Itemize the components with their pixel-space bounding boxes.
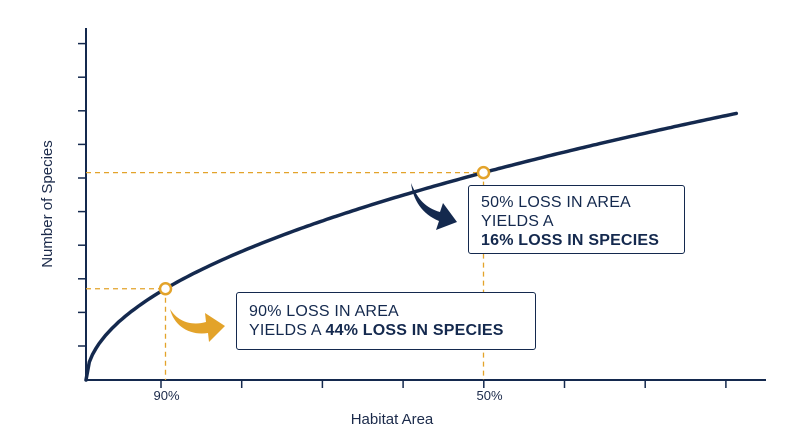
callout-50-line2: YIELDS A: [481, 213, 554, 230]
callout-90-plain: YIELDS A: [249, 322, 326, 339]
callout-90-line1: 90% LOSS IN AREA: [249, 303, 399, 320]
marker-90: [158, 281, 173, 296]
x-axis-title: Habitat Area: [351, 411, 434, 428]
arrow-90-icon: [170, 309, 225, 342]
species-area-curve: [84, 111, 739, 382]
callout-90-line2: YIELDS A 44% LOSS IN SPECIES: [249, 321, 523, 340]
callout-90-percent: 90% LOSS IN AREA YIELDS A 44% LOSS IN SP…: [236, 292, 536, 350]
x-axis-ticks: [160, 380, 727, 388]
callout-50-line1: 50% LOSS IN AREA: [481, 194, 631, 211]
arrow-50-icon: [411, 183, 457, 230]
highlight-markers: [158, 165, 491, 296]
callout-50-bold: 16% LOSS IN SPECIES: [481, 232, 660, 249]
callout-arrows: [170, 183, 457, 342]
callout-50-line3: 16% LOSS IN SPECIES: [481, 231, 672, 250]
x-tick-label-90: 90%: [153, 388, 179, 403]
callout-90-bold: 44% LOSS IN SPECIES: [325, 322, 504, 339]
y-axis-title: Number of Species: [39, 140, 56, 268]
y-axis-ticks: [78, 42, 86, 347]
x-tick-label-50: 50%: [476, 388, 502, 403]
axes: [78, 28, 766, 388]
callout-50-percent: 50% LOSS IN AREA YIELDS A 16% LOSS IN SP…: [468, 185, 685, 254]
marker-50: [476, 165, 491, 180]
